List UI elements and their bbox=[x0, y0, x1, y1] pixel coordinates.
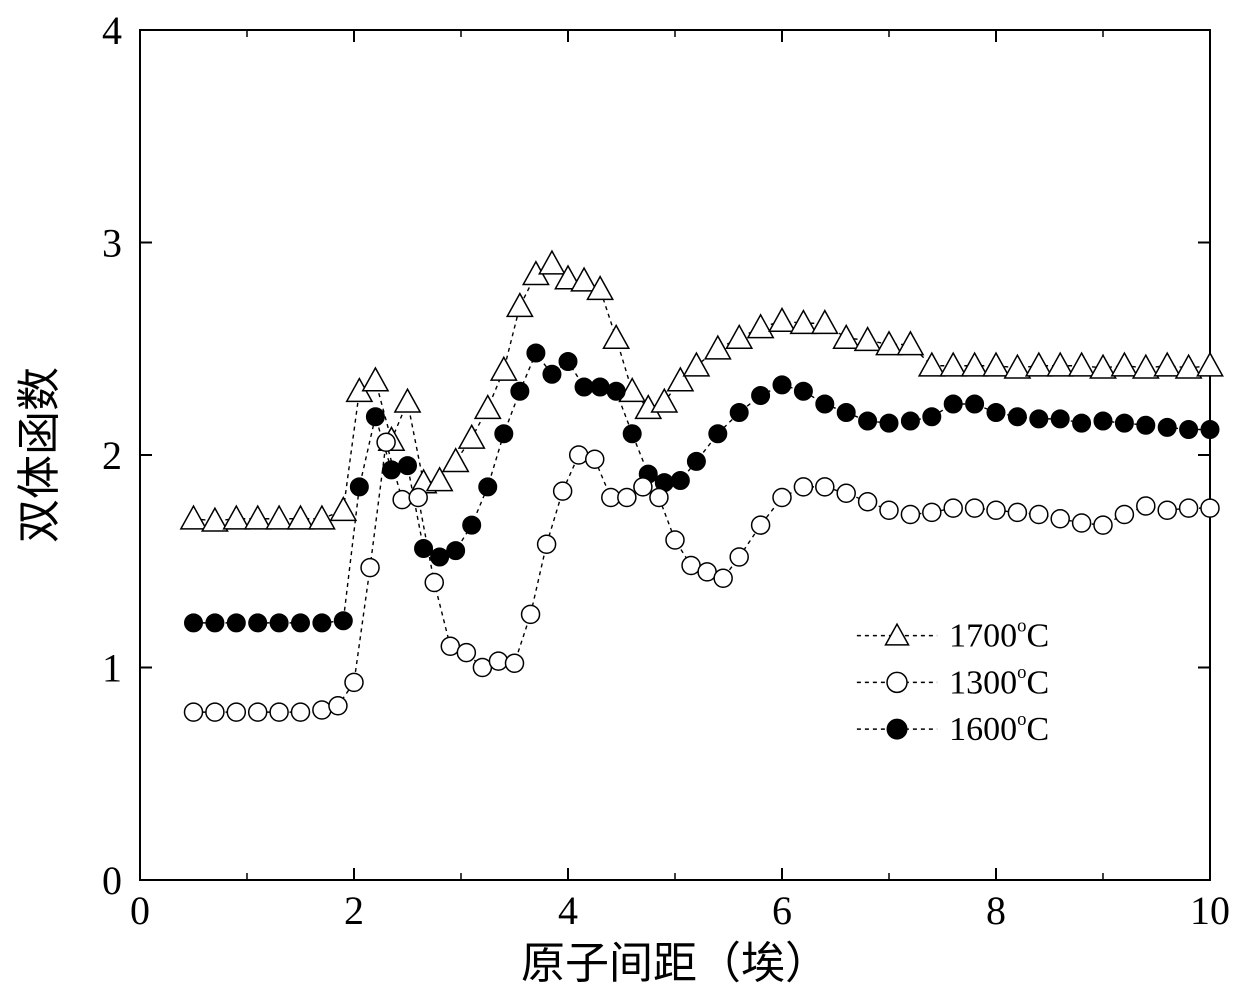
xtick-label: 2 bbox=[344, 888, 364, 933]
xtick-label: 0 bbox=[130, 888, 150, 933]
x-axis-label: 原子间距（埃） bbox=[521, 939, 829, 988]
chart-container: 0 2 4 6 8 10 0 1 2 3 4 双体函数原子间距（埃） 1700oC 1300oC 1600o… bbox=[0, 0, 1239, 1000]
xtick-label: 8 bbox=[986, 888, 1006, 933]
ytick-label: 3 bbox=[102, 221, 122, 266]
y-axis-label: 双体函数 bbox=[15, 367, 64, 543]
legend-label: 1700oC bbox=[949, 615, 1049, 654]
legend-label: 1600oC bbox=[949, 709, 1049, 748]
xtick-label: 4 bbox=[558, 888, 578, 933]
series-1600C bbox=[185, 344, 1220, 632]
ytick-label: 2 bbox=[102, 433, 122, 478]
legend-label: 1300oC bbox=[949, 662, 1049, 701]
xtick-label: 6 bbox=[772, 888, 792, 933]
xtick-label: 10 bbox=[1190, 888, 1230, 933]
ytick-label: 4 bbox=[102, 8, 122, 53]
ytick-label: 0 bbox=[102, 858, 122, 903]
series-1700C bbox=[181, 251, 1223, 531]
series-1300C bbox=[185, 433, 1220, 721]
legend: 1700oC 1300oC 1600oC bbox=[857, 615, 1049, 748]
chart-svg: 0 2 4 6 8 10 0 1 2 3 4 双体函数原子间距（埃） 1700oC 1300oC 1600o… bbox=[0, 0, 1239, 1000]
ytick-label: 1 bbox=[102, 646, 122, 691]
plot-frame bbox=[140, 30, 1210, 880]
